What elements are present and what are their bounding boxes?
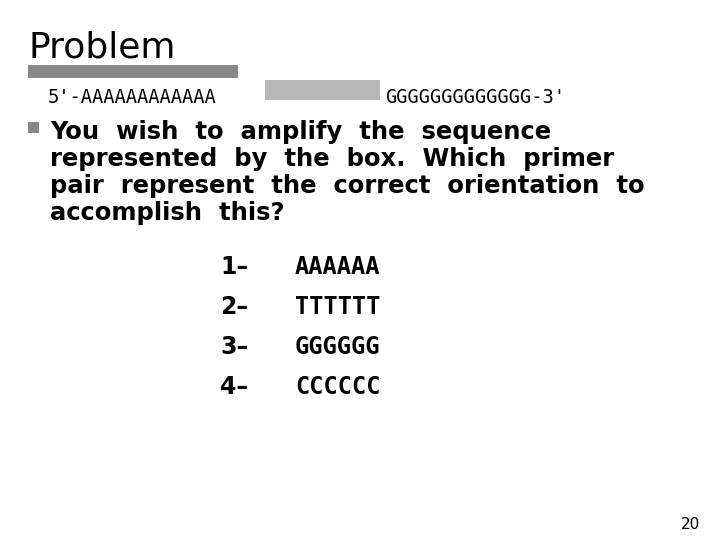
Text: 4–: 4–	[220, 375, 248, 399]
Text: GGGGGGGGGGGGG-3': GGGGGGGGGGGGG-3'	[385, 88, 565, 107]
FancyBboxPatch shape	[265, 80, 380, 100]
Text: pair  represent  the  correct  orientation  to: pair represent the correct orientation t…	[50, 174, 644, 198]
Text: 1–: 1–	[220, 255, 248, 279]
Text: 20: 20	[680, 517, 700, 532]
FancyBboxPatch shape	[28, 122, 39, 133]
Text: GGGGGG: GGGGGG	[295, 335, 380, 359]
Text: Problem: Problem	[28, 30, 176, 64]
Text: represented  by  the  box.  Which  primer: represented by the box. Which primer	[50, 147, 614, 171]
Text: 3–: 3–	[220, 335, 248, 359]
Text: TTTTTT: TTTTTT	[295, 295, 380, 319]
Text: CCCCCC: CCCCCC	[295, 375, 380, 399]
Text: 5'-AAAAAAAAAAAA: 5'-AAAAAAAAAAAA	[48, 88, 217, 107]
Text: You  wish  to  amplify  the  sequence: You wish to amplify the sequence	[50, 120, 551, 144]
Text: 2–: 2–	[220, 295, 248, 319]
FancyBboxPatch shape	[28, 65, 238, 78]
Text: AAAAAA: AAAAAA	[295, 255, 380, 279]
Text: accomplish  this?: accomplish this?	[50, 201, 284, 225]
